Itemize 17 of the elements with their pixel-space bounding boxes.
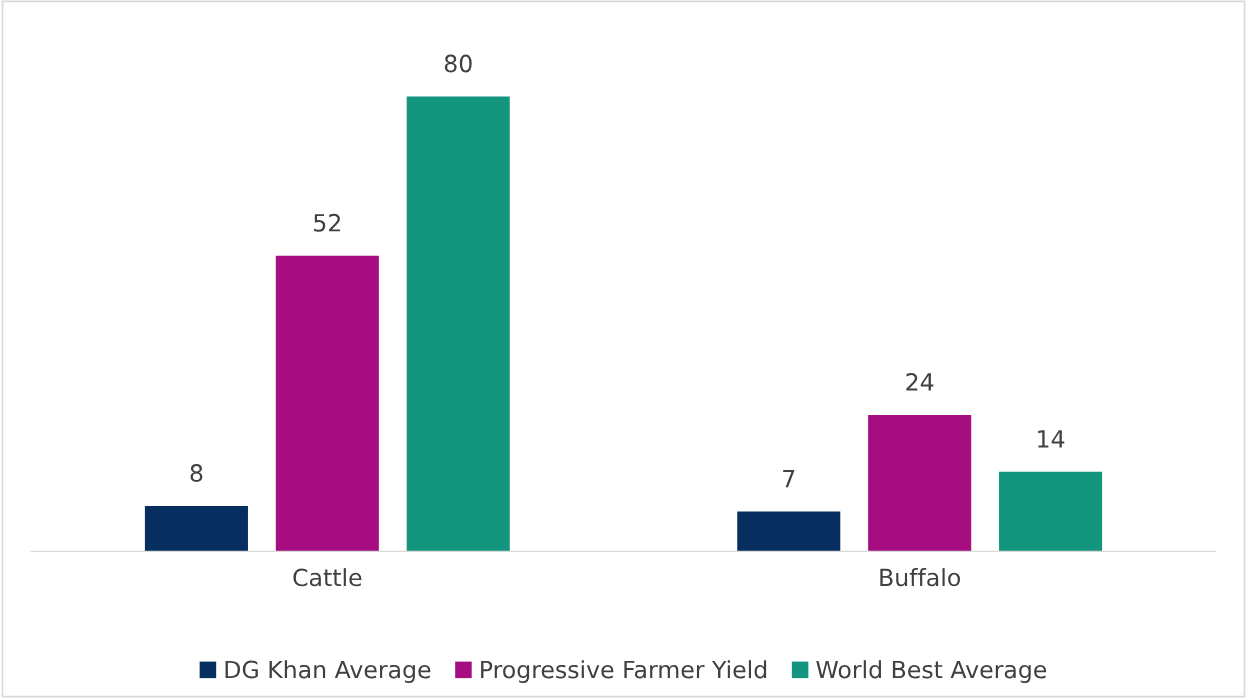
bar (144, 505, 248, 552)
bar (275, 255, 379, 552)
data-label: 24 (906, 373, 934, 391)
data-label: 14 (1038, 430, 1065, 448)
data-label: 52 (314, 213, 340, 232)
x-tick-label: Cattle (293, 568, 362, 587)
bar (406, 96, 510, 552)
data-label: 7 (783, 470, 795, 488)
data-label: 8 (190, 464, 203, 482)
bar (999, 471, 1103, 552)
legend-label: DG Khan Average (225, 660, 431, 684)
legend-label: World Best Average (816, 660, 1047, 684)
bar (737, 511, 841, 552)
x-tick-label: Buffalo (880, 568, 960, 587)
data-label: 80 (444, 54, 472, 73)
bar (868, 414, 972, 552)
legend-label: Progressive Farmer Yield (481, 660, 767, 684)
